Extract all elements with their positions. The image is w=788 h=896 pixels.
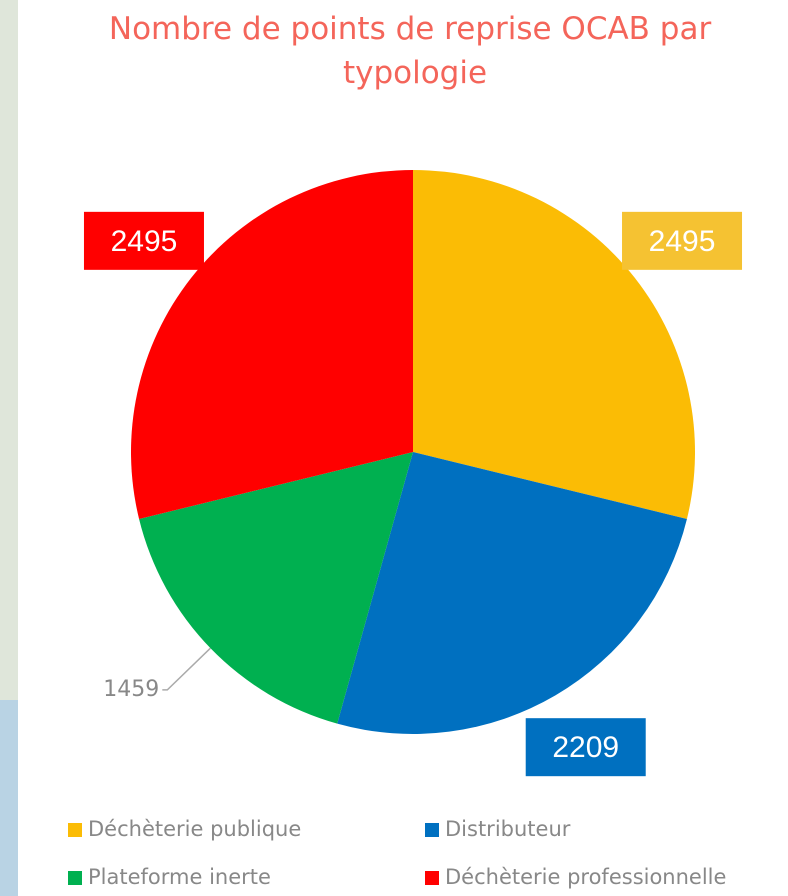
legend-swatch (68, 823, 82, 837)
data-label: 2495 (111, 225, 178, 258)
data-label: 2495 (649, 225, 716, 258)
title-line: typologie (343, 55, 487, 91)
legend-label: Plateforme inerte (88, 865, 271, 889)
leader-line (162, 647, 211, 691)
data-label: 1459 (103, 677, 159, 702)
data-label-box (622, 211, 743, 270)
data-label: 2209 (552, 731, 619, 764)
legend-label: Déchèterie professionnelle (445, 865, 726, 889)
map-edge (0, 0, 18, 896)
legend-swatch (68, 871, 82, 885)
pie-slice (337, 452, 687, 734)
legend-label: Déchèterie publique (88, 817, 301, 841)
data-label-box (525, 718, 646, 777)
pie-slice (413, 170, 695, 519)
title-line: Nombre de points de reprise OCAB par (109, 11, 721, 47)
legend-swatch (425, 871, 439, 885)
legend-label: Distributeur (445, 817, 571, 841)
legend-swatch (425, 823, 439, 837)
map-edge-water (0, 700, 18, 896)
pie-slice (139, 452, 413, 724)
chart-title: Nombre de points de reprise OCAB par typ… (109, 11, 721, 91)
data-label-box (83, 211, 204, 270)
pie-slice (130, 170, 413, 519)
